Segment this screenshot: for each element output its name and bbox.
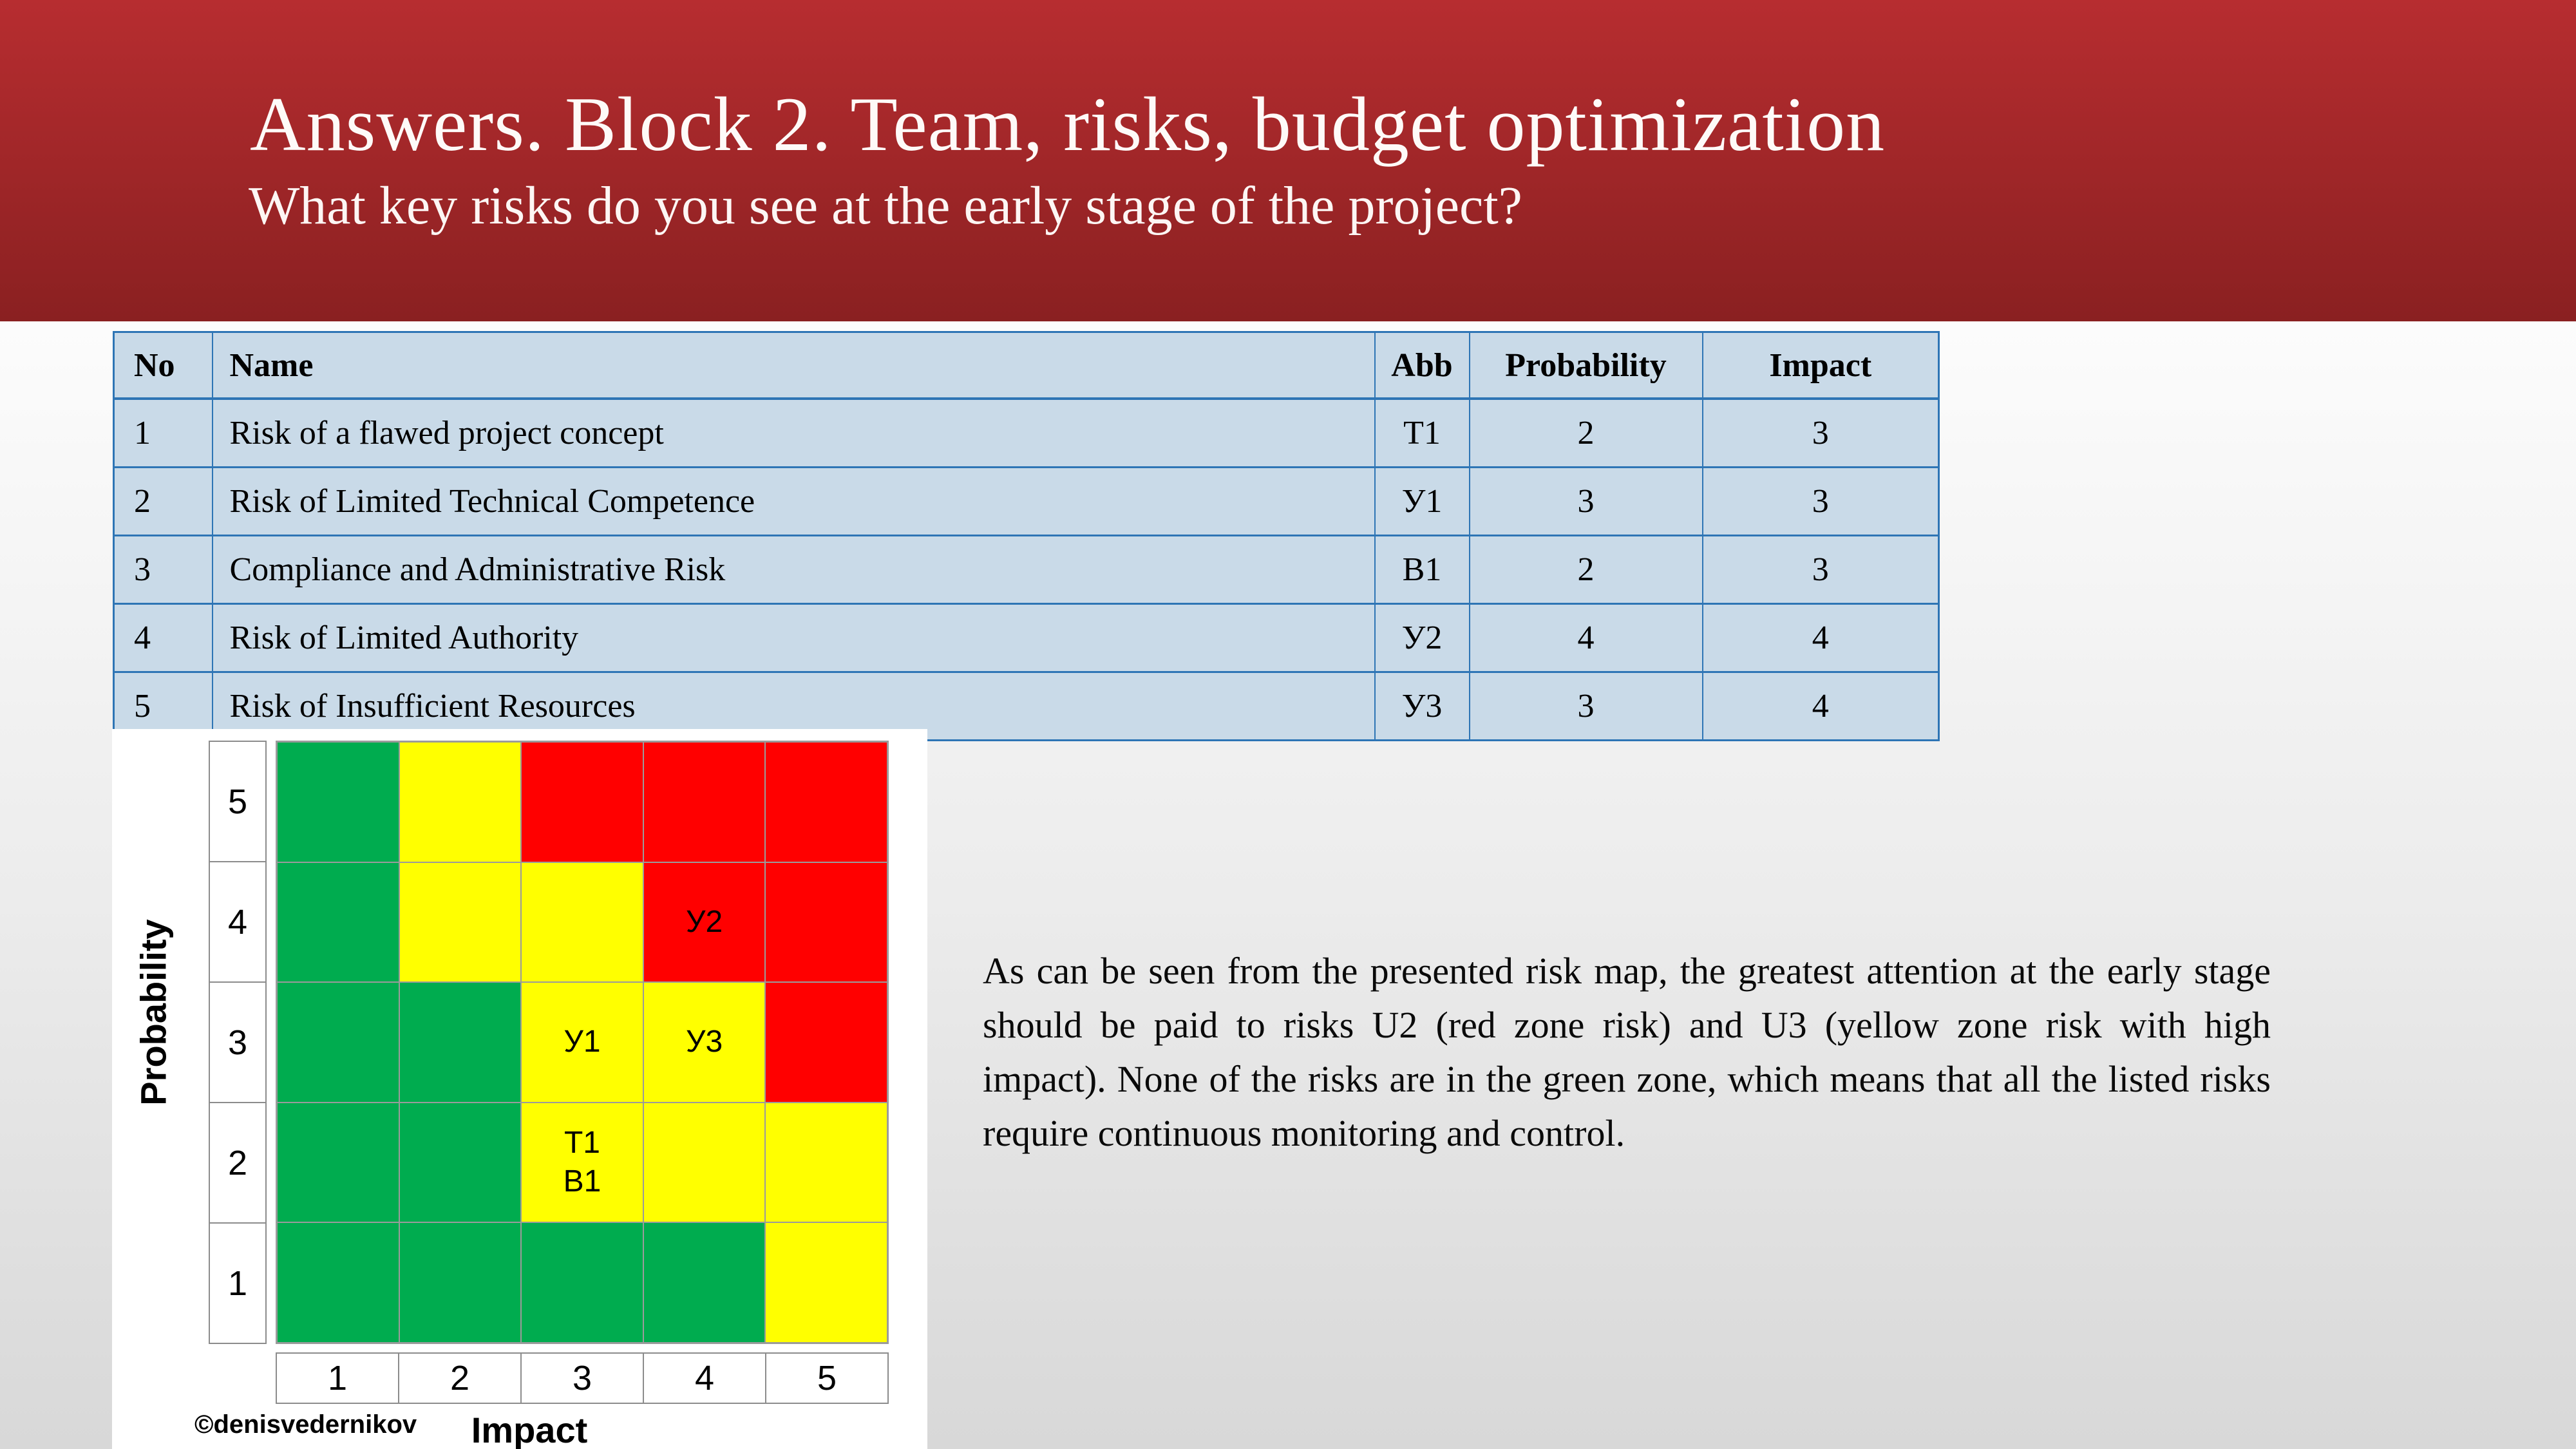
matrix-cell-red — [643, 742, 766, 862]
matrix-cell-green — [399, 1222, 522, 1343]
risk-table-head: No Name Abb Probability Impact — [113, 331, 1940, 400]
cell-name: Risk of a flawed project concept — [211, 397, 1376, 468]
header-name: Name — [211, 331, 1376, 400]
table-row: 2 Risk of Limited Technical Competence У1 3… — [113, 466, 1940, 536]
matrix-cell-yellow — [765, 1102, 887, 1223]
matrix-cell-green — [399, 982, 522, 1103]
cell-abb: У3 — [1374, 671, 1470, 741]
cell-no: 1 — [113, 397, 213, 468]
matrix-cell-green — [399, 1102, 522, 1223]
slide-title: Answers. Block 2. Team, risks, budget op… — [250, 81, 1886, 167]
cell-impact: 4 — [1701, 671, 1940, 741]
cell-abb: У1 — [1374, 466, 1470, 536]
cell-name: Risk of Limited Authority — [211, 603, 1376, 673]
x-tick-label: 1 — [276, 1352, 399, 1404]
matrix-cell-green — [277, 742, 399, 862]
risk-table-body: 1 Risk of a flawed project concept T1 2 3 2 Ri… — [113, 397, 1940, 741]
x-axis-title: Impact — [471, 1410, 588, 1449]
matrix-cell-yellow — [643, 1102, 766, 1223]
matrix-cell-green — [277, 1102, 399, 1223]
matrix-cell-yellow — [399, 742, 522, 862]
cell-name: Risk of Limited Technical Competence — [211, 466, 1376, 536]
matrix-cell-yellow: T1 В1 — [521, 1102, 643, 1223]
risk-table: No Name Abb Probability Impact 1 Risk of … — [113, 331, 1940, 741]
commentary-text: As can be seen from the presented risk m… — [983, 950, 2271, 1154]
matrix-cell-yellow — [765, 1222, 887, 1343]
cell-impact: 3 — [1701, 535, 1940, 605]
matrix-cell-yellow — [521, 862, 643, 983]
cell-probability: 2 — [1468, 397, 1703, 468]
header-impact: Impact — [1701, 331, 1940, 400]
matrix-cell-green — [277, 862, 399, 983]
matrix-cell-green — [277, 982, 399, 1103]
cell-probability: 3 — [1468, 671, 1703, 741]
cell-no: 4 — [113, 603, 213, 673]
watermark: ©denisvedernikov — [194, 1410, 417, 1439]
header-probability: Probability — [1468, 331, 1703, 400]
matrix-cell-green — [643, 1222, 766, 1343]
matrix-cell-red: У2 — [643, 862, 766, 983]
cell-impact: 4 — [1701, 603, 1940, 673]
cell-no: 3 — [113, 535, 213, 605]
cell-name: Compliance and Administrative Risk — [211, 535, 1376, 605]
x-tick-label: 5 — [765, 1352, 889, 1404]
cell-impact: 3 — [1701, 466, 1940, 536]
header-abb: Abb — [1374, 331, 1470, 400]
cell-impact: 3 — [1701, 397, 1940, 468]
cell-probability: 3 — [1468, 466, 1703, 536]
cell-no: 2 — [113, 466, 213, 536]
y-tick-label: 1 — [209, 1222, 267, 1344]
table-row: 1 Risk of a flawed project concept T1 2 3 — [113, 397, 1940, 468]
header-no: No — [113, 331, 213, 400]
cell-abb: T1 — [1374, 397, 1470, 468]
y-tick-label: 3 — [209, 981, 267, 1103]
header-band: Answers. Block 2. Team, risks, budget op… — [0, 0, 2576, 321]
matrix-cell-red — [765, 982, 887, 1103]
cell-probability: 2 — [1468, 535, 1703, 605]
cell-abb: В1 — [1374, 535, 1470, 605]
x-tick-label: 2 — [398, 1352, 522, 1404]
cell-abb: У2 — [1374, 603, 1470, 673]
matrix-cell-yellow — [399, 862, 522, 983]
y-tick-label: 5 — [209, 741, 267, 862]
matrix-cell-yellow: У3 — [643, 982, 766, 1103]
cell-probability: 4 — [1468, 603, 1703, 673]
table-row: 5 Risk of Insufficient Resources У3 3 4 — [113, 671, 1940, 741]
x-tick-label: 4 — [643, 1352, 766, 1404]
matrix-cell-yellow: У1 — [521, 982, 643, 1103]
matrix-cell-green — [277, 1222, 399, 1343]
x-tick-label: 3 — [520, 1352, 644, 1404]
cell-name: Risk of Insufficient Resources — [211, 671, 1376, 741]
matrix-grid: У2 У1 У3 T1 В1 — [276, 741, 889, 1344]
header-row: No Name Abb Probability Impact — [113, 331, 1940, 400]
y-tick-label: 4 — [209, 861, 267, 983]
matrix-cell-red — [765, 862, 887, 983]
table-row: 4 Risk of Limited Authority У2 4 4 — [113, 603, 1940, 673]
slide-subtitle: What key risks do you see at the early s… — [249, 176, 1522, 236]
matrix-cell-green — [521, 1222, 643, 1343]
y-axis-title: Probability — [133, 919, 174, 1106]
matrix-cell-red — [521, 742, 643, 862]
table-row: 3 Compliance and Administrative Risk В1 2 3 — [113, 535, 1940, 605]
y-tick-label: 2 — [209, 1102, 267, 1224]
matrix-cell-red — [765, 742, 887, 862]
